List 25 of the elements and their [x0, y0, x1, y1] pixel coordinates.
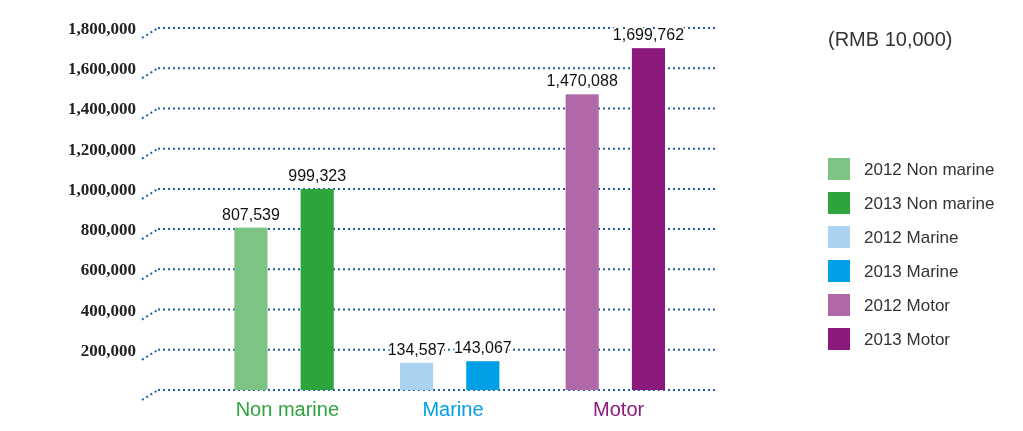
- y-tick-label: 1,600,000: [68, 59, 136, 79]
- y-tick-label: 1,800,000: [68, 18, 136, 38]
- legend-label: 2012 Motor: [864, 295, 951, 315]
- legend-label: 2013 Motor: [864, 329, 951, 349]
- legend-label: 2013 Non marine: [864, 193, 995, 213]
- data-label: 1,470,088: [546, 72, 618, 90]
- y-tick-label: 1,000,000: [68, 179, 136, 199]
- text: (RMB 10,000): [828, 28, 953, 50]
- legend-label: 2012 Non marine: [864, 159, 995, 179]
- x-tick-label: Non marine: [235, 398, 340, 420]
- data-label: 1,699,762: [612, 26, 685, 44]
- y-tick-label: 1,200,000: [68, 139, 136, 159]
- data-label: 134,587: [387, 340, 446, 358]
- data-label: 143,067: [453, 339, 512, 357]
- data-label: 999,323: [288, 167, 347, 185]
- legend-label: 2012 Marine: [864, 227, 959, 247]
- y-tick-label: 1,400,000: [68, 99, 136, 119]
- x-tick-label: Motor: [593, 398, 645, 420]
- x-tick-label: Marine: [422, 398, 484, 420]
- y-tick-label: 800,000: [80, 220, 136, 240]
- legend-label: 2013 Marine: [864, 261, 959, 281]
- y-tick-label: 600,000: [80, 260, 136, 280]
- y-tick-label: 200,000: [80, 340, 136, 360]
- y-tick-label: 400,000: [80, 300, 136, 320]
- data-label: 807,539: [222, 205, 280, 223]
